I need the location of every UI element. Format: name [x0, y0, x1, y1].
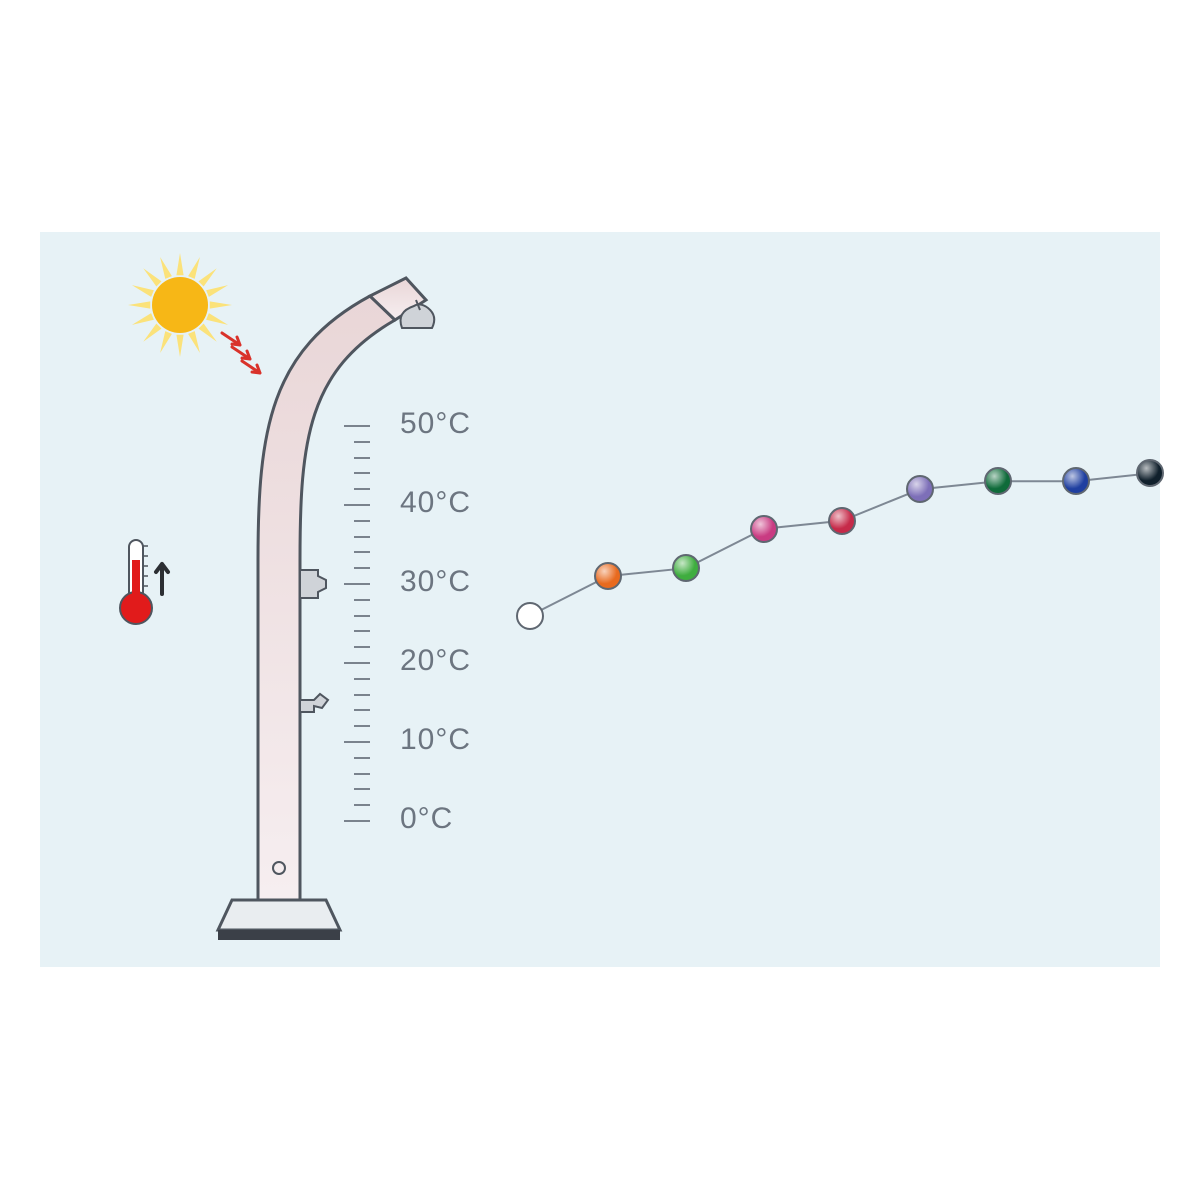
tick-major: [344, 741, 370, 743]
tick-minor: [354, 804, 370, 806]
tick-minor: [354, 725, 370, 727]
tick-minor: [354, 709, 370, 711]
tick-minor: [354, 646, 370, 648]
dot-magenta: [750, 515, 778, 543]
tick-minor: [354, 472, 370, 474]
tick-minor: [354, 520, 370, 522]
tick-minor: [354, 536, 370, 538]
tick-minor: [354, 757, 370, 759]
tick-minor: [354, 630, 370, 632]
axis-label: 20°C: [400, 644, 471, 678]
tick-minor: [354, 441, 370, 443]
tick-minor: [354, 788, 370, 790]
tick-minor: [354, 615, 370, 617]
tick-minor: [354, 551, 370, 553]
diagram-canvas: { "canvas": { "width": 1200, "height": 1…: [0, 0, 1200, 1200]
tick-major: [344, 504, 370, 506]
tick-minor: [354, 773, 370, 775]
tick-minor: [354, 457, 370, 459]
chart-line: [530, 473, 1150, 615]
tick-minor: [354, 678, 370, 680]
tick-minor: [354, 599, 370, 601]
axis-label: 50°C: [400, 407, 471, 441]
thermometer-icon: [120, 540, 168, 624]
tick-major: [344, 820, 370, 822]
axis-label: 30°C: [400, 565, 471, 599]
tick-minor: [354, 567, 370, 569]
dot-green: [672, 554, 700, 582]
dot-red: [828, 507, 856, 535]
axis-label: 40°C: [400, 486, 471, 520]
axis-label: 0°C: [400, 802, 453, 836]
dot-violet: [906, 475, 934, 503]
dot-white: [516, 602, 544, 630]
sun-icon: [128, 253, 260, 373]
dot-orange: [594, 562, 622, 590]
tick-major: [344, 425, 370, 427]
tick-major: [344, 583, 370, 585]
tick-major: [344, 662, 370, 664]
svg-layer: [0, 0, 1200, 1200]
tick-minor: [354, 488, 370, 490]
axis-label: 10°C: [400, 723, 471, 757]
tick-minor: [354, 694, 370, 696]
shower-icon: [218, 278, 434, 940]
